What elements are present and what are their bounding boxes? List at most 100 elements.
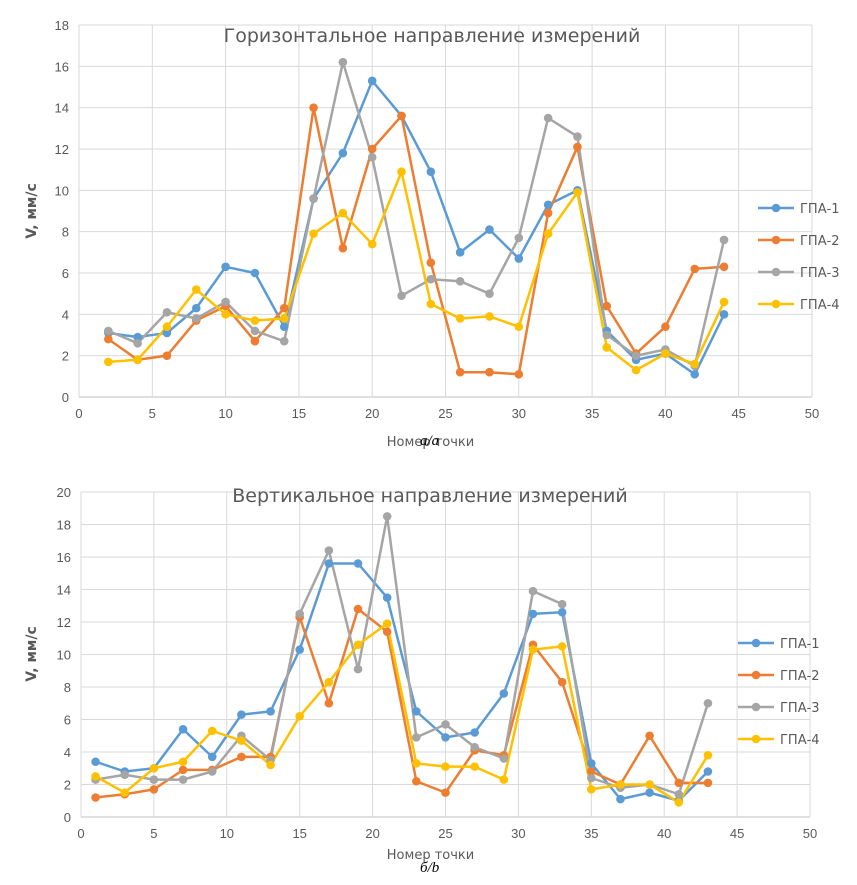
chart2-series-2-point xyxy=(353,604,363,614)
chart2-series-4-point xyxy=(674,798,684,807)
chart2-series-1-point xyxy=(266,707,275,716)
chart2-series-2-point xyxy=(703,778,713,788)
chart1-legend-label-2: ГПА-2 xyxy=(800,234,840,249)
chart1-series-2-point xyxy=(250,336,260,346)
chart1-legend-marker-1 xyxy=(771,203,781,213)
chart2-series-4-point xyxy=(499,775,509,784)
chart2-series-3-point xyxy=(353,664,363,674)
chart1-series-3-point xyxy=(191,314,201,323)
chart1-x-tick-label: 25 xyxy=(438,406,452,421)
chart2-series-4-point xyxy=(207,726,217,736)
chart1-series-1-point xyxy=(426,167,436,177)
chart1-x-tick-label: 40 xyxy=(658,406,672,421)
chart1-legend-marker-2 xyxy=(771,235,781,245)
chart2-series-2-point xyxy=(91,793,100,802)
chart2-series-1-point xyxy=(528,609,538,619)
chart1-series-1-point xyxy=(250,268,260,278)
chart2-series-3-point xyxy=(207,767,217,776)
chart1-series-3-point xyxy=(104,326,113,336)
chart2-series-1-point xyxy=(645,788,654,797)
chart2-series-1-point xyxy=(178,724,188,734)
chart2-x-tick-label: 45 xyxy=(730,826,744,841)
chart1-series-2-point xyxy=(426,258,436,267)
chart2-series-2-point xyxy=(178,765,188,775)
chart1-legend-marker-4 xyxy=(771,299,781,309)
chart1-series-2-point xyxy=(309,103,318,112)
chart1-y-axis-label: V, мм/с xyxy=(24,183,40,239)
chart1-series-3-point xyxy=(309,194,318,203)
chart2-series-1-point xyxy=(207,752,217,762)
chart2-series-1-point xyxy=(353,559,363,568)
chart1-x-tick-label: 5 xyxy=(149,406,156,421)
chart2-series-1-point xyxy=(412,707,421,716)
chart1-series-4-point xyxy=(690,359,700,369)
chart1-series-2-point xyxy=(719,262,729,272)
chart1-series-2-point xyxy=(455,367,465,377)
chart2-y-tick-label: 8 xyxy=(64,680,71,695)
chart2-y-axis-label: V, мм/с xyxy=(24,626,40,682)
chart1-series-2-point xyxy=(690,264,700,274)
chart2-legend-label-4: ГПА-4 xyxy=(780,733,820,748)
chart2-series-4-point xyxy=(237,736,246,745)
chart2-series-1-point xyxy=(470,728,479,737)
chart1-series-4-point xyxy=(631,365,641,375)
chart1-series-3-point xyxy=(250,326,260,336)
chart1-series-3-point xyxy=(162,307,172,317)
chart2-series-line-4 xyxy=(94,622,710,804)
chart1-series-2-point xyxy=(397,111,406,121)
chart1-y-tick-label: 14 xyxy=(55,101,69,116)
chart2-x-tick-label: 15 xyxy=(292,826,306,841)
chart2-legend-label-2: ГПА-2 xyxy=(780,669,820,684)
chart2-series-2-point xyxy=(382,627,392,637)
chart1-legend-label-3: ГПА-3 xyxy=(800,266,840,281)
chart2-series-4-point xyxy=(295,711,305,721)
chart2-x-tick-label: 30 xyxy=(511,826,525,841)
chart2-legend-marker-2 xyxy=(751,670,761,680)
chart2-series-1-point xyxy=(324,559,334,568)
chart2-y-tick-label: 6 xyxy=(64,713,71,728)
chart1-series-1-point xyxy=(690,369,700,379)
chart1-series-4-point xyxy=(514,322,524,332)
chart2-x-tick-label: 35 xyxy=(584,826,598,841)
chart1-series-4-point xyxy=(162,322,172,332)
chart2-series-1-point xyxy=(91,757,100,767)
chart1-y-tick-label: 2 xyxy=(62,349,69,364)
chart2-series-1-point xyxy=(237,710,246,719)
chart2-y-tick-label: 2 xyxy=(64,778,71,793)
chart1-series-4-point xyxy=(104,357,113,367)
chart2-series-4-point xyxy=(587,785,596,794)
chart2-series-4-point xyxy=(178,757,188,767)
chart2-series-3-point xyxy=(703,698,713,708)
chart2-x-tick-label: 10 xyxy=(220,826,234,841)
chart1-series-3-point xyxy=(426,274,436,284)
chart1-series-4-point xyxy=(191,285,201,294)
chart1-title: Горизонтальное направление измерений xyxy=(224,25,641,47)
chart1-x-tick-label: 15 xyxy=(292,406,306,421)
chart2-series-2-point xyxy=(237,752,246,762)
chart1-series-3-point xyxy=(514,233,524,243)
chart2-series-4-point xyxy=(470,762,479,771)
chart2-series-2-point xyxy=(557,677,567,687)
chart1-y-tick-label: 16 xyxy=(55,59,69,74)
chart1-x-tick-label: 50 xyxy=(805,406,819,421)
chart2-series-4-point xyxy=(412,759,421,768)
chart1-series-2-point xyxy=(162,351,172,360)
chart1-series-1-point xyxy=(338,148,348,158)
chart2-series-4-point xyxy=(353,640,363,650)
chart2-series-4-point xyxy=(703,750,713,760)
chart2-series-1-point xyxy=(499,689,509,698)
chart1-series-3-point xyxy=(719,235,729,245)
chart2-series-3-point xyxy=(120,770,130,780)
chart2-series-2-point xyxy=(587,767,596,776)
chart1-series-4-point xyxy=(367,239,377,249)
chart1-series-2-point xyxy=(543,208,553,218)
chart2-y-tick-label: 14 xyxy=(57,583,71,598)
chart1-series-3-point xyxy=(543,113,553,123)
chart1-series-2-point xyxy=(367,144,377,154)
chart1-series-4-point xyxy=(250,316,260,325)
chart2-x-tick-label: 25 xyxy=(438,826,452,841)
chart2-series-3-point xyxy=(178,775,188,784)
chart2-series-4-point xyxy=(616,780,625,789)
chart1-series-4-point xyxy=(719,297,729,307)
chart2-series-3-point xyxy=(295,609,305,619)
